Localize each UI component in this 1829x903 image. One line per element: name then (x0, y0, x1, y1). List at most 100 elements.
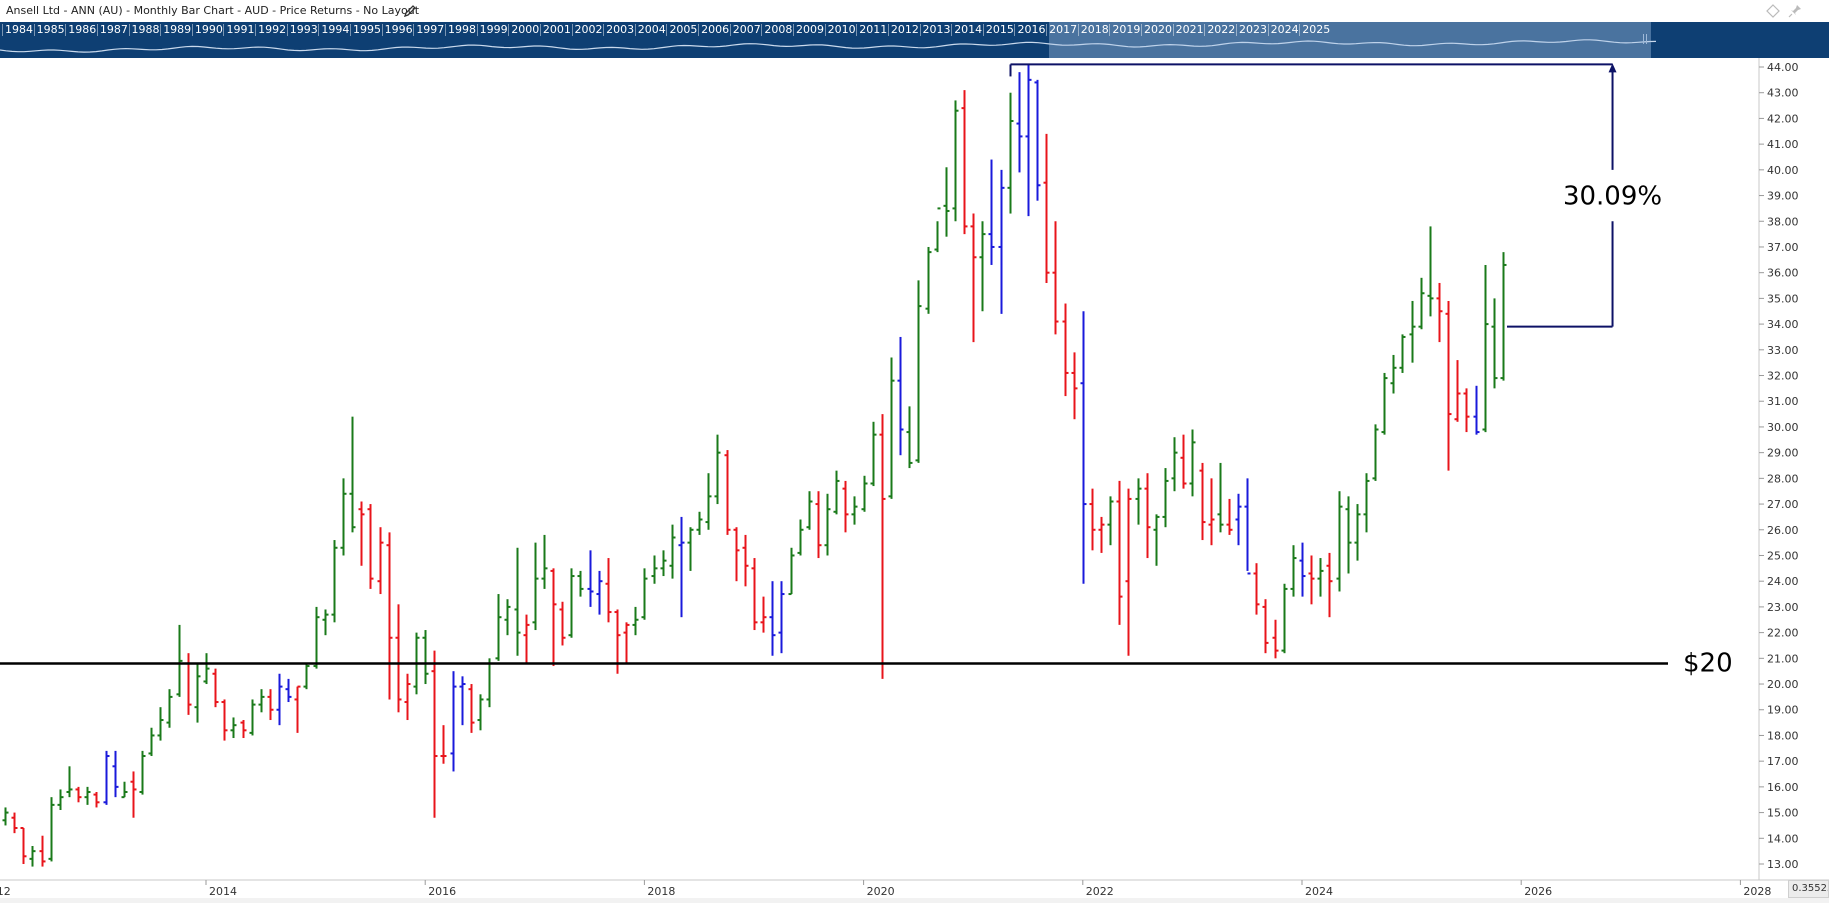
ohlc-bar (157, 707, 164, 741)
ohlc-bar (1125, 488, 1132, 656)
ohlc-bar (714, 434, 721, 505)
ohlc-bar (998, 169, 1005, 314)
measure-percent-label: 30.09% (1563, 182, 1662, 212)
price-tick-label: 27.00 (1767, 498, 1799, 511)
ohlc-bar (1071, 352, 1078, 420)
ohlc-bar (760, 596, 767, 633)
ohlc-bar (952, 100, 959, 222)
price-tick-label: 30.00 (1767, 421, 1799, 434)
ohlc-bar (303, 663, 310, 690)
time-tick-label: 2016 (428, 885, 456, 898)
ohlc-bar (1107, 496, 1114, 546)
price-chart[interactable]: 44.00 43.00 42.00 41.00 40.00 39.00 38.00 37.00… (0, 58, 1829, 898)
price-tick-label: 33.00 (1767, 344, 1799, 357)
ohlc-bar (1034, 79, 1041, 201)
ohlc-bar (66, 766, 73, 798)
ohlc-bar (1162, 468, 1169, 528)
ohlc-bar (194, 663, 201, 723)
ohlc-bar (605, 558, 612, 623)
ohlc-bar (1500, 252, 1507, 381)
ohlc-bar (824, 493, 831, 556)
ohlc-bar (203, 653, 210, 685)
ohlc-bar (532, 542, 539, 631)
ohlc-bar (879, 414, 886, 679)
ohlc-bar (20, 827, 27, 864)
navigator-drag-handle[interactable] (1642, 32, 1648, 46)
navigator-year-label: 2024 (1267, 24, 1299, 36)
ohlc-bar (39, 835, 46, 867)
ohlc-bar (294, 685, 301, 733)
ohlc-bar (11, 812, 18, 834)
ohlc-bar (440, 725, 447, 764)
ohlc-bar (1390, 354, 1397, 394)
ohlc-bar (1153, 514, 1160, 566)
ohlc-bar (897, 336, 904, 456)
ohlc-bar (1089, 488, 1096, 551)
navigator-year-label: 2000 (508, 24, 539, 36)
price-tick-label: 34.00 (1767, 318, 1799, 331)
ohlc-bar (687, 527, 694, 571)
ohlc-bar (1217, 462, 1224, 533)
price-tick-label: 41.00 (1767, 138, 1799, 151)
ohlc-bar (112, 750, 119, 798)
price-tick-label: 23.00 (1767, 601, 1799, 614)
pencil-icon[interactable] (402, 3, 418, 19)
ohlc-bar (1336, 491, 1343, 592)
ohlc-bar (176, 624, 183, 697)
navigator-year-label: 2018 (1077, 24, 1109, 36)
bottom-edge (0, 898, 1829, 903)
ohlc-bar (742, 534, 749, 587)
ohlc-bar (322, 609, 329, 636)
navigator-year-label: 2016 (1014, 24, 1045, 36)
diamond-icon[interactable] (1765, 3, 1781, 19)
price-tick-label: 37.00 (1767, 241, 1799, 254)
navigator-year-label: 2001 (539, 24, 571, 36)
ohlc-bar (121, 781, 128, 799)
price-tick-label: 13.00 (1767, 858, 1799, 871)
ohlc-bar (788, 547, 795, 596)
ohlc-bar (331, 540, 338, 623)
price-tick-label: 26.00 (1767, 524, 1799, 537)
ohlc-bar (377, 527, 384, 595)
navigator-selection-window[interactable] (1049, 22, 1651, 58)
ohlc-bar (495, 594, 502, 661)
ohlc-bar (221, 699, 228, 741)
ohlc-bar (632, 606, 639, 636)
ohlc-bar (1080, 311, 1087, 584)
ohlc-bar (1244, 478, 1251, 575)
ohlc-bar (806, 491, 813, 530)
ohlc-bar (477, 694, 484, 731)
ohlc-bar (651, 555, 658, 584)
price-tick-label: 40.00 (1767, 164, 1799, 177)
ohlc-bar (1427, 226, 1434, 317)
price-tick-label: 21.00 (1767, 652, 1799, 665)
navigator-year-label: 1999 (476, 24, 508, 36)
ohlc-bar (1171, 437, 1178, 492)
ohlc-bar (1208, 478, 1215, 546)
navigator-year-label: 1998 (444, 24, 476, 36)
ohlc-bar (1062, 303, 1069, 397)
ohlc-bar (1445, 300, 1452, 471)
ohlc-bar (724, 450, 731, 535)
ohlc-bar (1180, 434, 1187, 489)
ohlc-bar (970, 213, 977, 343)
ohlc-bar (523, 614, 530, 664)
price-tick-label: 22.00 (1767, 627, 1799, 640)
price-tick-label: 18.00 (1767, 729, 1799, 742)
price-axis-panel (1759, 58, 1829, 880)
ohlc-bar (395, 604, 402, 713)
ohlc-bar (1363, 473, 1370, 533)
price-tick-label: 31.00 (1767, 395, 1799, 408)
ohlc-bar (459, 676, 466, 726)
navigator-year-label: 2017 (1046, 24, 1077, 36)
price-tick-label: 35.00 (1767, 292, 1799, 305)
ohlc-bar (504, 599, 511, 636)
ohlc-bar (778, 581, 785, 654)
navigator-year-label: 1990 (191, 24, 223, 36)
date-range-navigator[interactable]: 1984 1985 1986 1987 1988 1989 1990 1991 1992 1993… (0, 22, 1829, 58)
navigator-year-label: 1987 (96, 24, 128, 36)
ohlc-bar (486, 658, 493, 708)
time-tick-label: 2028 (1743, 885, 1771, 898)
chart-title-bar: Ansell Ltd - ANN (AU) - Monthly Bar Char… (0, 0, 1829, 23)
pin-icon[interactable] (1787, 3, 1803, 19)
